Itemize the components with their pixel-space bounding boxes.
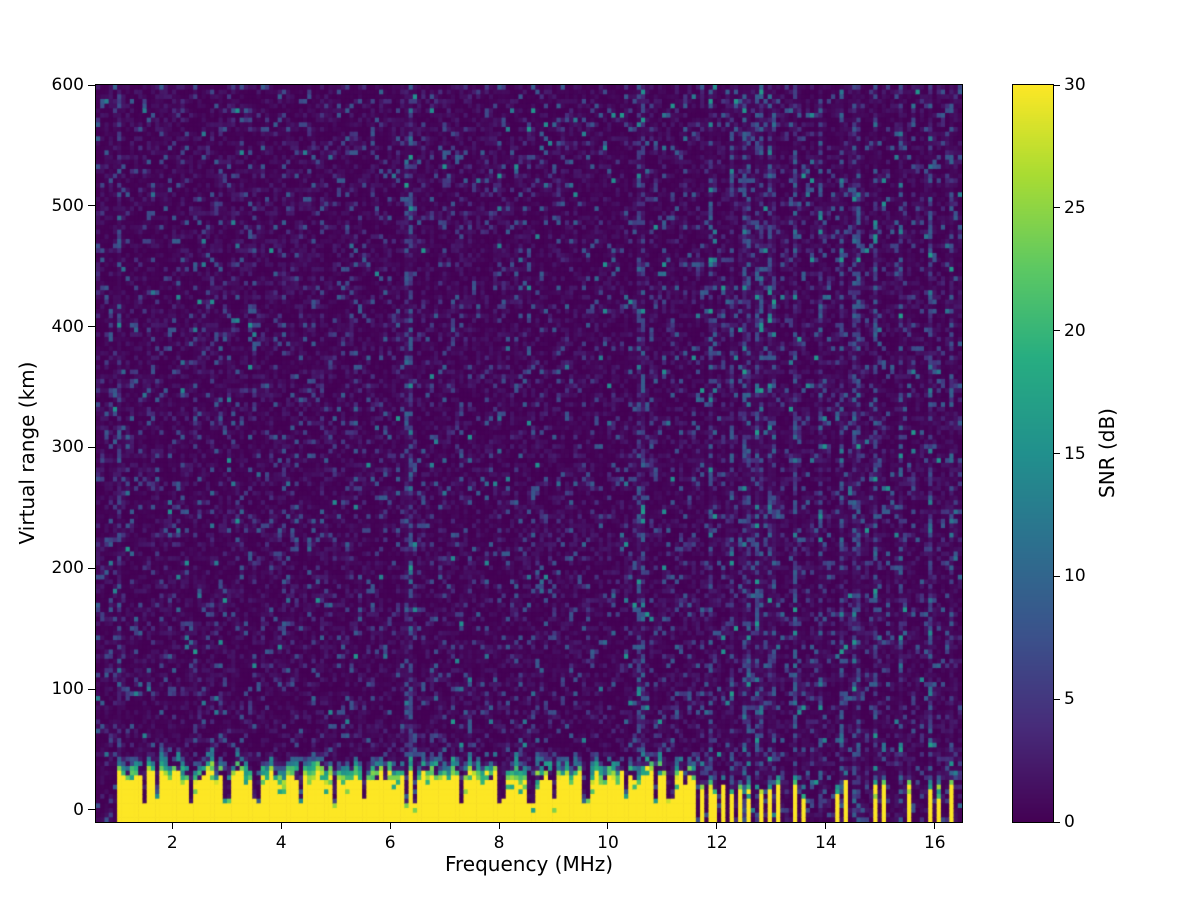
colorbar-tick-label: 0 [1064, 812, 1075, 832]
x-tick-label: 6 [384, 833, 396, 853]
y-tick [88, 567, 95, 569]
y-tick [88, 809, 95, 811]
y-tick [88, 446, 95, 448]
x-tick [934, 823, 936, 829]
colorbar-tick [1054, 821, 1060, 823]
y-tick [88, 205, 95, 207]
y-tick-label: 400 [51, 316, 84, 337]
y-tick [88, 326, 95, 328]
colorbar-tick [1054, 207, 1060, 209]
y-axis-label-text: Virtual range (km) [15, 361, 39, 545]
y-tick [88, 688, 95, 690]
x-tick-label: 4 [275, 833, 287, 853]
colorbar-tick-label: 20 [1064, 320, 1086, 341]
x-tick [280, 823, 282, 829]
x-tick [716, 823, 718, 829]
x-tick-label: 2 [166, 833, 178, 853]
colorbar-tick [1054, 453, 1060, 454]
colorbar-canvas [1013, 85, 1053, 822]
y-tick-label: 300 [51, 437, 84, 458]
colorbar-tick-label: 10 [1064, 566, 1086, 587]
colorbar-tick [1054, 575, 1060, 577]
colorbar [1012, 84, 1054, 823]
y-tick-label: 0 [73, 799, 84, 820]
x-tick-label: 16 [923, 833, 946, 853]
colorbar-tick-label: 5 [1064, 689, 1075, 710]
x-tick-label: 12 [706, 833, 728, 853]
heatmap-canvas [96, 85, 962, 822]
y-tick-label: 100 [51, 679, 84, 700]
y-tick-label: 500 [51, 195, 84, 216]
y-tick-label: 600 [51, 75, 84, 95]
x-tick [171, 823, 173, 829]
x-tick [607, 823, 609, 829]
colorbar-tick [1054, 84, 1060, 86]
colorbar-tick [1054, 698, 1060, 700]
x-tick-label: 10 [597, 833, 619, 853]
plot-area [95, 84, 963, 823]
colorbar-tick-label: 15 [1064, 443, 1086, 464]
colorbar-label-text: SNR (dB) [1095, 408, 1119, 498]
x-tick [389, 823, 391, 829]
y-tick [88, 84, 95, 86]
x-tick [498, 823, 500, 829]
x-tick-label: 14 [815, 833, 837, 853]
x-tick-label: 8 [493, 833, 505, 853]
x-axis-label-text: Frequency (MHz) [444, 852, 614, 876]
colorbar-tick-label: 30 [1064, 75, 1086, 95]
colorbar-tick-label: 25 [1064, 197, 1086, 218]
x-tick [825, 823, 827, 829]
colorbar-tick [1054, 330, 1060, 332]
y-tick-label: 200 [51, 558, 84, 579]
